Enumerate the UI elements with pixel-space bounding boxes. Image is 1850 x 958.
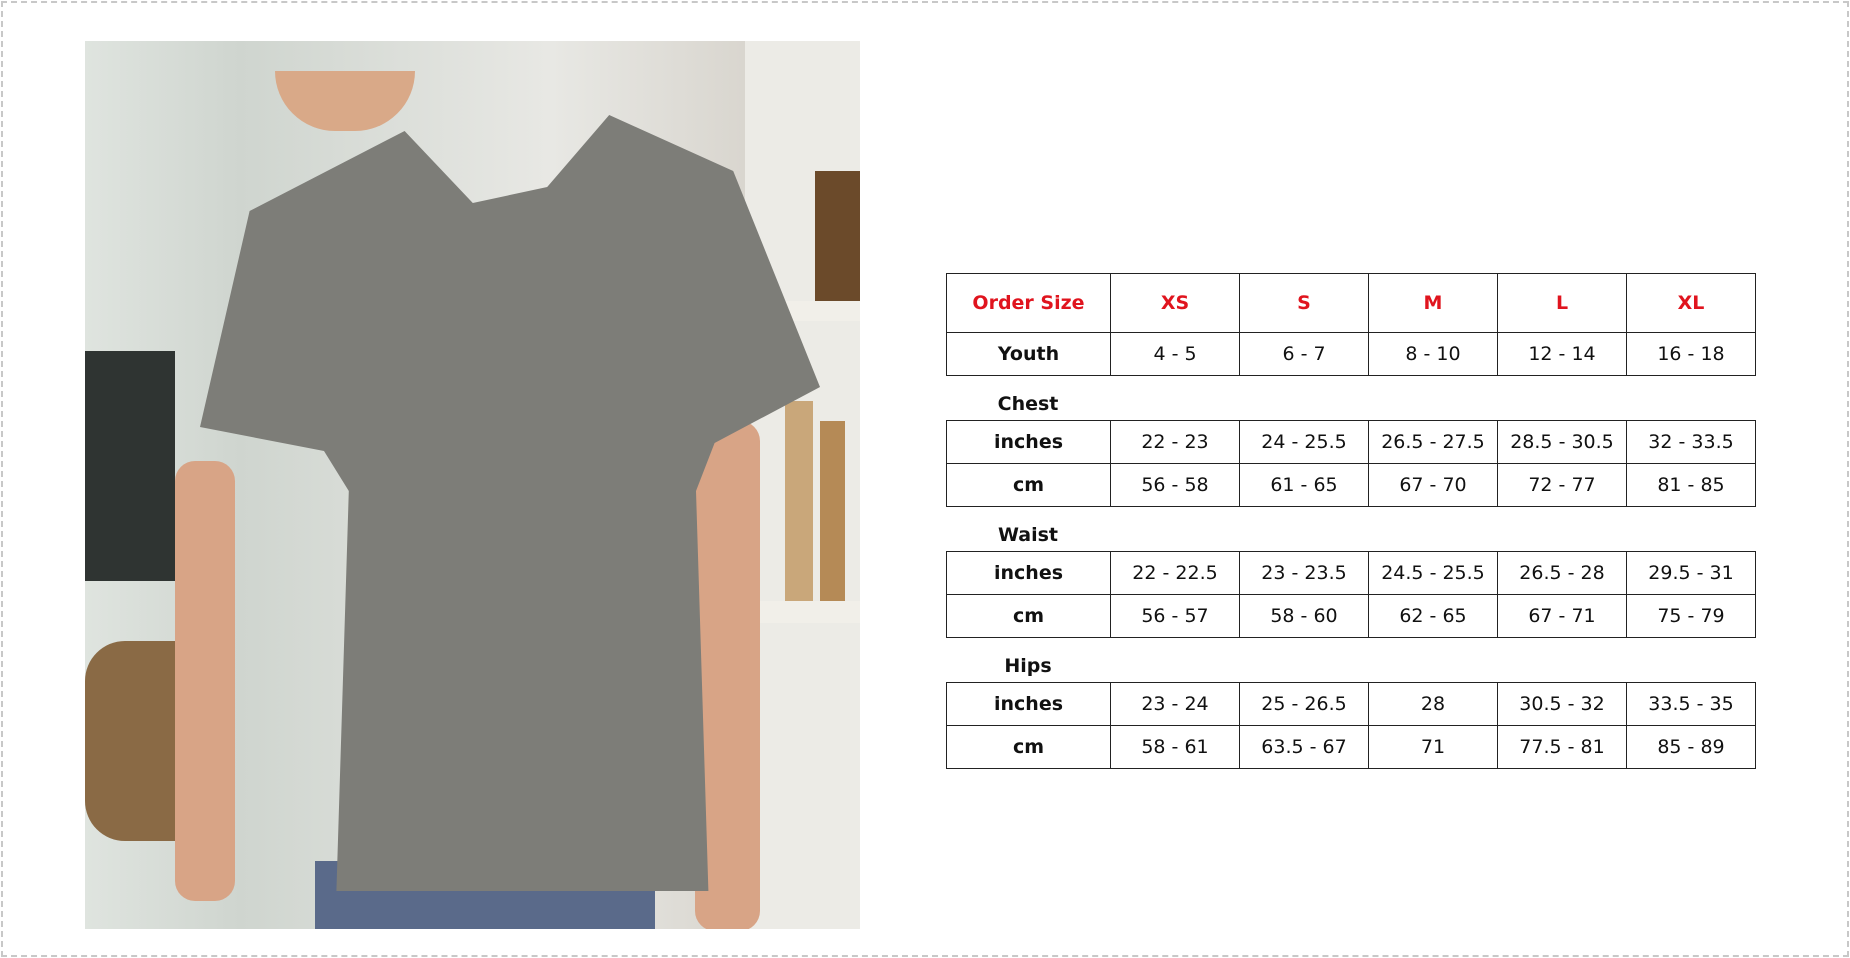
section-title-hips: Hips [1004,655,1052,677]
measurement-cell: 85 - 89 [1626,725,1756,769]
section-table-waist: inches 22 - 22.5 23 - 23.5 24.5 - 25.5 26.5 … [946,551,1756,638]
measurement-cell: 56 - 58 [1110,463,1240,507]
measurement-cell: 23 - 24 [1110,682,1240,726]
order-size-label: Order Size [946,273,1111,333]
measurement-cell: 28.5 - 30.5 [1497,420,1627,464]
size-header-table: Order Size XS S M L XL Youth 4 - 5 6 - 7… [946,273,1756,376]
unit-label: cm [946,725,1111,769]
unit-label: cm [946,594,1111,638]
table-row: cm 58 - 61 63.5 - 67 71 77.5 - 81 85 - 89 [946,725,1756,769]
measurement-cell: 28 [1368,682,1498,726]
measurement-cell: 72 - 77 [1497,463,1627,507]
product-photo-gray-tshirt [85,41,860,929]
section-title-chest: Chest [997,393,1059,415]
measurement-cell: 61 - 65 [1239,463,1369,507]
table-row: inches 22 - 22.5 23 - 23.5 24.5 - 25.5 26.5 … [946,551,1756,595]
unit-label: cm [946,463,1111,507]
measurement-cell: 22 - 23 [1110,420,1240,464]
table-row: cm 56 - 58 61 - 65 67 - 70 72 - 77 81 - 85 [946,463,1756,507]
measurement-cell: 23 - 23.5 [1239,551,1369,595]
size-l: L [1497,273,1627,333]
youth-value: 4 - 5 [1110,332,1240,376]
size-m: M [1368,273,1498,333]
order-size-row: Order Size XS S M L XL [946,273,1756,333]
measurement-cell: 81 - 85 [1626,463,1756,507]
youth-row: Youth 4 - 5 6 - 7 8 - 10 12 - 14 16 - 18 [946,332,1756,376]
measurement-cell: 56 - 57 [1110,594,1240,638]
measurement-cell: 32 - 33.5 [1626,420,1756,464]
size-xs: XS [1110,273,1240,333]
measurement-cell: 26.5 - 28 [1497,551,1627,595]
measurement-cell: 58 - 61 [1110,725,1240,769]
measurement-cell: 22 - 22.5 [1110,551,1240,595]
table-row: inches 22 - 23 24 - 25.5 26.5 - 27.5 28.5 - … [946,420,1756,464]
measurement-cell: 63.5 - 67 [1239,725,1369,769]
measurement-cell: 29.5 - 31 [1626,551,1756,595]
youth-value: 6 - 7 [1239,332,1369,376]
measurement-cell: 30.5 - 32 [1497,682,1627,726]
youth-value: 12 - 14 [1497,332,1627,376]
unit-label: inches [946,551,1111,595]
section-table-hips: inches 23 - 24 25 - 26.5 28 30.5 - 32 33.5 - … [946,682,1756,769]
section-title-waist: Waist [997,524,1058,546]
unit-label: inches [946,682,1111,726]
youth-label: Youth [946,332,1111,376]
size-chart: Order Size XS S M L XL Youth 4 - 5 6 - 7… [946,273,1756,769]
section-table-chest: inches 22 - 23 24 - 25.5 26.5 - 27.5 28.5 - … [946,420,1756,507]
measurement-cell: 58 - 60 [1239,594,1369,638]
measurement-cell: 25 - 26.5 [1239,682,1369,726]
measurement-cell: 77.5 - 81 [1497,725,1627,769]
size-s: S [1239,273,1369,333]
measurement-cell: 24 - 25.5 [1239,420,1369,464]
size-xl: XL [1626,273,1756,333]
unit-label: inches [946,420,1111,464]
youth-value: 16 - 18 [1626,332,1756,376]
measurement-cell: 33.5 - 35 [1626,682,1756,726]
measurement-cell: 24.5 - 25.5 [1368,551,1498,595]
measurement-cell: 71 [1368,725,1498,769]
youth-value: 8 - 10 [1368,332,1498,376]
measurement-cell: 26.5 - 27.5 [1368,420,1498,464]
table-row: inches 23 - 24 25 - 26.5 28 30.5 - 32 33.5 - … [946,682,1756,726]
measurement-cell: 67 - 70 [1368,463,1498,507]
measurement-cell: 67 - 71 [1497,594,1627,638]
table-row: cm 56 - 57 58 - 60 62 - 65 67 - 71 75 - 79 [946,594,1756,638]
measurement-cell: 75 - 79 [1626,594,1756,638]
measurement-cell: 62 - 65 [1368,594,1498,638]
